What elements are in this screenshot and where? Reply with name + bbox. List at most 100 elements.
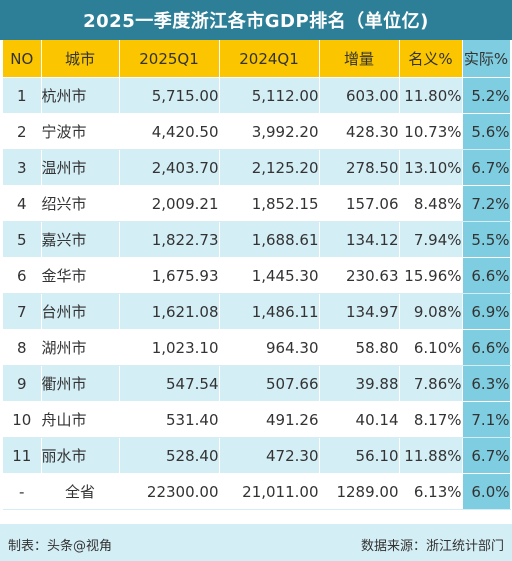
cell-2025q1: 2,403.70 xyxy=(119,149,220,186)
footer-source: 数据来源：浙江统计部门 xyxy=(360,539,504,554)
cell-2024q1: 491.26 xyxy=(219,401,320,438)
cell-2024q1: 964.30 xyxy=(219,329,320,366)
header-2025q1: 2025Q1 xyxy=(119,40,220,78)
cell-2024q1: 3,992.20 xyxy=(219,113,320,150)
cell-no: 11 xyxy=(3,437,42,474)
page-title: 2025一季度浙江各市GDP排名（单位亿) xyxy=(0,0,512,40)
cell-city: 杭州市 xyxy=(41,77,120,114)
cell-increase: 157.06 xyxy=(319,185,400,222)
cell-city: 金华市 xyxy=(41,257,120,294)
cell-no: 7 xyxy=(3,293,42,330)
cell-2024q1: 2,125.20 xyxy=(219,149,320,186)
table-row: 7 台州市 1,621.08 1,486.11 134.97 9.08% 6.9… xyxy=(3,293,511,330)
table-row: 9 衢州市 547.54 507.66 39.88 7.86% 6.3% xyxy=(3,365,511,402)
cell-increase: 428.30 xyxy=(319,113,400,150)
cell-2025q1: 1,621.08 xyxy=(119,293,220,330)
cell-city: 全省 xyxy=(41,473,120,510)
table-row: 3 温州市 2,403.70 2,125.20 278.50 13.10% 6.… xyxy=(3,149,511,186)
table-row: 11 丽水市 528.40 472.30 56.10 11.88% 6.7% xyxy=(3,437,511,474)
cell-2024q1: 507.66 xyxy=(219,365,320,402)
cell-nominal: 6.10% xyxy=(399,329,463,366)
cell-real: 6.0% xyxy=(462,473,511,510)
table-row: 8 湖州市 1,023.10 964.30 58.80 6.10% 6.6% xyxy=(3,329,511,366)
table-row: 6 金华市 1,675.93 1,445.30 230.63 15.96% 6.… xyxy=(3,257,511,294)
cell-2024q1: 1,486.11 xyxy=(219,293,320,330)
cell-city: 嘉兴市 xyxy=(41,221,120,258)
cell-2025q1: 1,675.93 xyxy=(119,257,220,294)
cell-2025q1: 547.54 xyxy=(119,365,220,402)
cell-increase: 603.00 xyxy=(319,77,400,114)
table-row: 1 杭州市 5,715.00 5,112.00 603.00 11.80% 5.… xyxy=(3,77,511,114)
cell-no: 10 xyxy=(3,401,42,438)
cell-increase: 134.97 xyxy=(319,293,400,330)
cell-2024q1: 1,688.61 xyxy=(219,221,320,258)
gdp-table: NO 城市 2025Q1 2024Q1 增量 名义% 实际% 1 杭州市 5,7… xyxy=(3,40,511,510)
cell-2025q1: 5,715.00 xyxy=(119,77,220,114)
cell-nominal: 10.73% xyxy=(399,113,463,150)
table-row-total: - 全省 22300.00 21,011.00 1289.00 6.13% 6.… xyxy=(3,473,511,510)
cell-nominal: 8.17% xyxy=(399,401,463,438)
cell-real: 6.3% xyxy=(462,365,511,402)
cell-real: 5.2% xyxy=(462,77,511,114)
header-city: 城市 xyxy=(41,40,120,78)
cell-real: 6.9% xyxy=(462,293,511,330)
cell-2025q1: 528.40 xyxy=(119,437,220,474)
cell-2024q1: 5,112.00 xyxy=(219,77,320,114)
table-row: 4 绍兴市 2,009.21 1,852.15 157.06 8.48% 7.2… xyxy=(3,185,511,222)
cell-city: 舟山市 xyxy=(41,401,120,438)
header-2024q1: 2024Q1 xyxy=(219,40,320,78)
cell-nominal: 13.10% xyxy=(399,149,463,186)
cell-real: 6.6% xyxy=(462,329,511,366)
cell-increase: 1289.00 xyxy=(319,473,400,510)
cell-2025q1: 1,822.73 xyxy=(119,221,220,258)
cell-nominal: 8.48% xyxy=(399,185,463,222)
cell-city: 宁波市 xyxy=(41,113,120,150)
cell-no: 3 xyxy=(3,149,42,186)
cell-nominal: 6.13% xyxy=(399,473,463,510)
cell-2025q1: 2,009.21 xyxy=(119,185,220,222)
cell-2024q1: 21,011.00 xyxy=(219,473,320,510)
cell-increase: 278.50 xyxy=(319,149,400,186)
header-nominal: 名义% xyxy=(399,40,463,78)
cell-no: 1 xyxy=(3,77,42,114)
cell-increase: 56.10 xyxy=(319,437,400,474)
cell-city: 湖州市 xyxy=(41,329,120,366)
footer-author: 制表：头条@视角 xyxy=(8,539,113,554)
cell-city: 绍兴市 xyxy=(41,185,120,222)
cell-increase: 39.88 xyxy=(319,365,400,402)
cell-2025q1: 4,420.50 xyxy=(119,113,220,150)
cell-real: 6.7% xyxy=(462,149,511,186)
cell-2024q1: 1,852.15 xyxy=(219,185,320,222)
cell-2024q1: 1,445.30 xyxy=(219,257,320,294)
cell-2025q1: 531.40 xyxy=(119,401,220,438)
cell-nominal: 11.80% xyxy=(399,77,463,114)
cell-nominal: 15.96% xyxy=(399,257,463,294)
cell-no: 8 xyxy=(3,329,42,366)
table-row: 10 舟山市 531.40 491.26 40.14 8.17% 7.1% xyxy=(3,401,511,438)
cell-real: 6.7% xyxy=(462,437,511,474)
cell-city: 衢州市 xyxy=(41,365,120,402)
cell-increase: 230.63 xyxy=(319,257,400,294)
cell-no: 2 xyxy=(3,113,42,150)
cell-real: 6.6% xyxy=(462,257,511,294)
cell-nominal: 7.86% xyxy=(399,365,463,402)
cell-2024q1: 472.30 xyxy=(219,437,320,474)
cell-city: 丽水市 xyxy=(41,437,120,474)
cell-no: 4 xyxy=(3,185,42,222)
table-row: 2 宁波市 4,420.50 3,992.20 428.30 10.73% 5.… xyxy=(3,113,511,150)
cell-real: 7.2% xyxy=(462,185,511,222)
cell-city: 台州市 xyxy=(41,293,120,330)
cell-2025q1: 22300.00 xyxy=(119,473,220,510)
header-no: NO xyxy=(3,40,42,78)
cell-nominal: 7.94% xyxy=(399,221,463,258)
table-row: 5 嘉兴市 1,822.73 1,688.61 134.12 7.94% 5.5… xyxy=(3,221,511,258)
footer: 制表：头条@视角 数据来源：浙江统计部门 xyxy=(0,524,512,561)
cell-no: 6 xyxy=(3,257,42,294)
cell-no: 9 xyxy=(3,365,42,402)
header-real: 实际% xyxy=(462,40,511,78)
cell-nominal: 11.88% xyxy=(399,437,463,474)
cell-real: 5.5% xyxy=(462,221,511,258)
cell-increase: 58.80 xyxy=(319,329,400,366)
cell-no: 5 xyxy=(3,221,42,258)
